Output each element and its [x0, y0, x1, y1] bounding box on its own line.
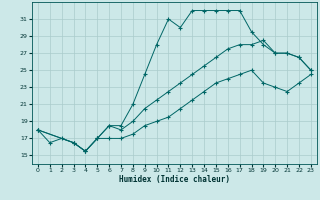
- X-axis label: Humidex (Indice chaleur): Humidex (Indice chaleur): [119, 175, 230, 184]
